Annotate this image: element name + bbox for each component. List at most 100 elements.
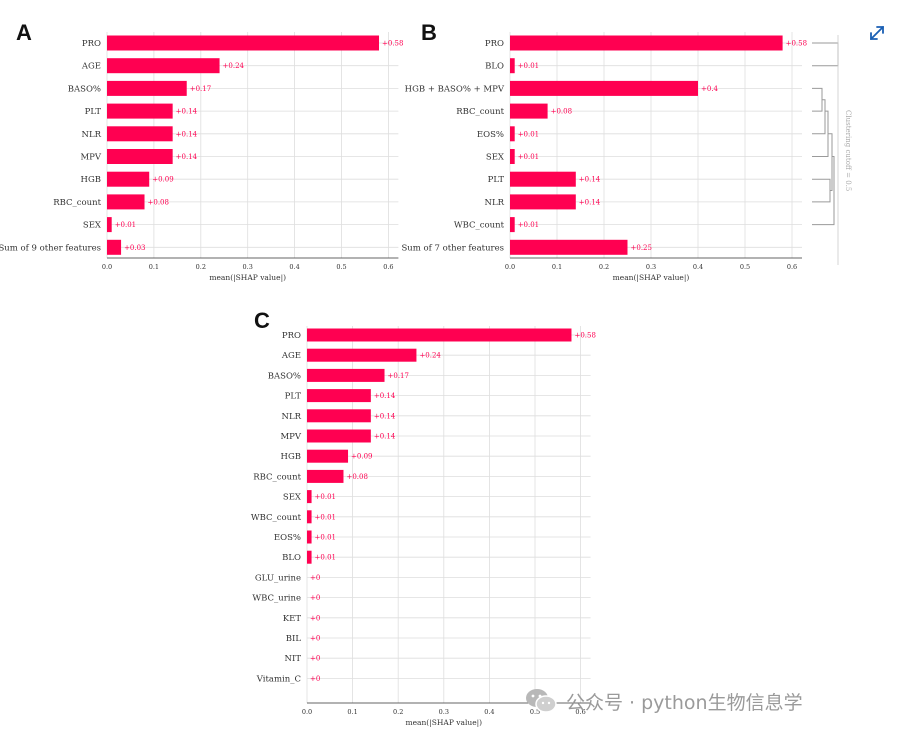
value-label: +0.01 [518,153,539,161]
bar [107,194,145,210]
x-axis-title: mean(|SHAP value|) [405,718,482,727]
category-label: BASO% [68,84,101,94]
value-label: +0.17 [190,85,211,93]
bar [307,449,349,463]
watermark: 公众号 · python生物信息学 [524,686,803,716]
category-label: SEX [83,221,102,231]
x-tick-label: 0.0 [302,708,312,716]
x-tick-label: 0.5 [336,263,346,271]
category-label: BIL [286,634,302,644]
category-label: PLT [488,175,505,185]
x-tick-label: 0.5 [530,708,540,716]
panel-letter: C [254,308,270,333]
category-label: BLO [485,62,504,72]
category-label: NLR [485,198,505,208]
dendrogram-branch [812,87,823,112]
value-label: +0.01 [518,130,539,138]
value-label: +0.01 [115,221,136,229]
bar [510,103,548,119]
watermark-text: 公众号 · python生物信息学 [566,691,803,714]
bar [510,239,628,255]
bar [107,103,173,119]
bar [107,80,187,96]
value-label: +0.58 [574,332,595,340]
dendrogram-branch [812,156,835,226]
category-label: SEX [283,493,302,503]
category-label: WBC_urine [252,594,301,604]
value-label: +0.14 [374,433,396,441]
value-label: +0 [310,574,320,582]
bar [510,194,576,210]
bar [510,217,515,233]
bar [307,348,417,362]
value-label: +0 [310,594,320,602]
category-label: EOS% [274,533,301,543]
bar [307,550,312,564]
value-label: +0.14 [374,412,396,420]
value-label: +0.58 [382,40,403,48]
category-label: SEX [486,153,505,163]
category-label: BASO% [268,371,301,381]
category-label: BLO [282,553,301,563]
dendrogram-branch [812,178,831,203]
x-tick-label: 0.4 [693,263,703,271]
bar [307,469,344,483]
value-label: +0.01 [518,221,539,229]
bar [107,217,112,233]
bar [307,389,371,403]
value-label: +0.01 [518,62,539,70]
panel-letter: B [421,20,437,45]
value-label: +0.14 [579,198,601,206]
bar [510,126,515,142]
value-label: +0 [310,675,320,683]
x-tick-label: 0.3 [243,263,253,271]
bar [107,171,150,187]
value-label: +0.08 [346,473,367,481]
bar [307,490,312,504]
dendrogram: Clustering cutoff = 0.5 [812,35,852,265]
x-tick-label: 0.5 [740,263,750,271]
x-tick-label: 0.0 [505,263,515,271]
value-label: +0.17 [388,372,409,380]
value-label: +0.08 [551,108,572,116]
x-tick-label: 0.4 [484,708,494,716]
category-label: WBC_count [251,513,302,523]
panel-letter: A [16,20,32,45]
bar [107,239,122,255]
bar [307,409,371,423]
x-tick-label: 0.2 [196,263,206,271]
category-label: RBC_count [456,107,504,117]
category-label: HGB [281,452,301,462]
bar [307,328,572,342]
category-label: RBC_count [53,198,101,208]
bar [510,80,698,96]
x-tick-label: 0.0 [102,263,112,271]
category-label: MPV [80,153,101,163]
bar [307,510,312,524]
category-label: NLR [82,130,102,140]
category-label: HGB + BASO% + MPV [405,84,505,94]
value-label: +0.14 [176,130,198,138]
category-label: PRO [282,331,301,341]
x-tick-label: 0.4 [289,263,299,271]
bar [107,126,173,142]
value-label: +0.08 [148,198,169,206]
value-label: +0.24 [223,62,245,70]
category-label: AGE [281,351,301,361]
panel-b: B 0.0 0.1 0.2 0.3 0.4 0.5 0.6 mean(|SHAP value|)… [401,20,852,282]
category-label: PLT [285,392,302,402]
value-label: +0.01 [315,554,336,562]
category-label: PRO [485,39,504,49]
x-axis-title: mean(|SHAP value|) [209,273,286,282]
x-tick-label: 0.3 [439,708,449,716]
bar [307,530,312,544]
value-label: +0.4 [701,85,719,93]
x-tick-label: 0.3 [646,263,656,271]
expand-arrows-icon[interactable] [866,22,888,44]
value-label: +0.03 [124,244,145,252]
dendrogram-branch [812,99,826,135]
bar [307,429,371,443]
value-label: +0.14 [374,392,396,400]
bar [307,368,385,382]
bar [510,58,515,74]
